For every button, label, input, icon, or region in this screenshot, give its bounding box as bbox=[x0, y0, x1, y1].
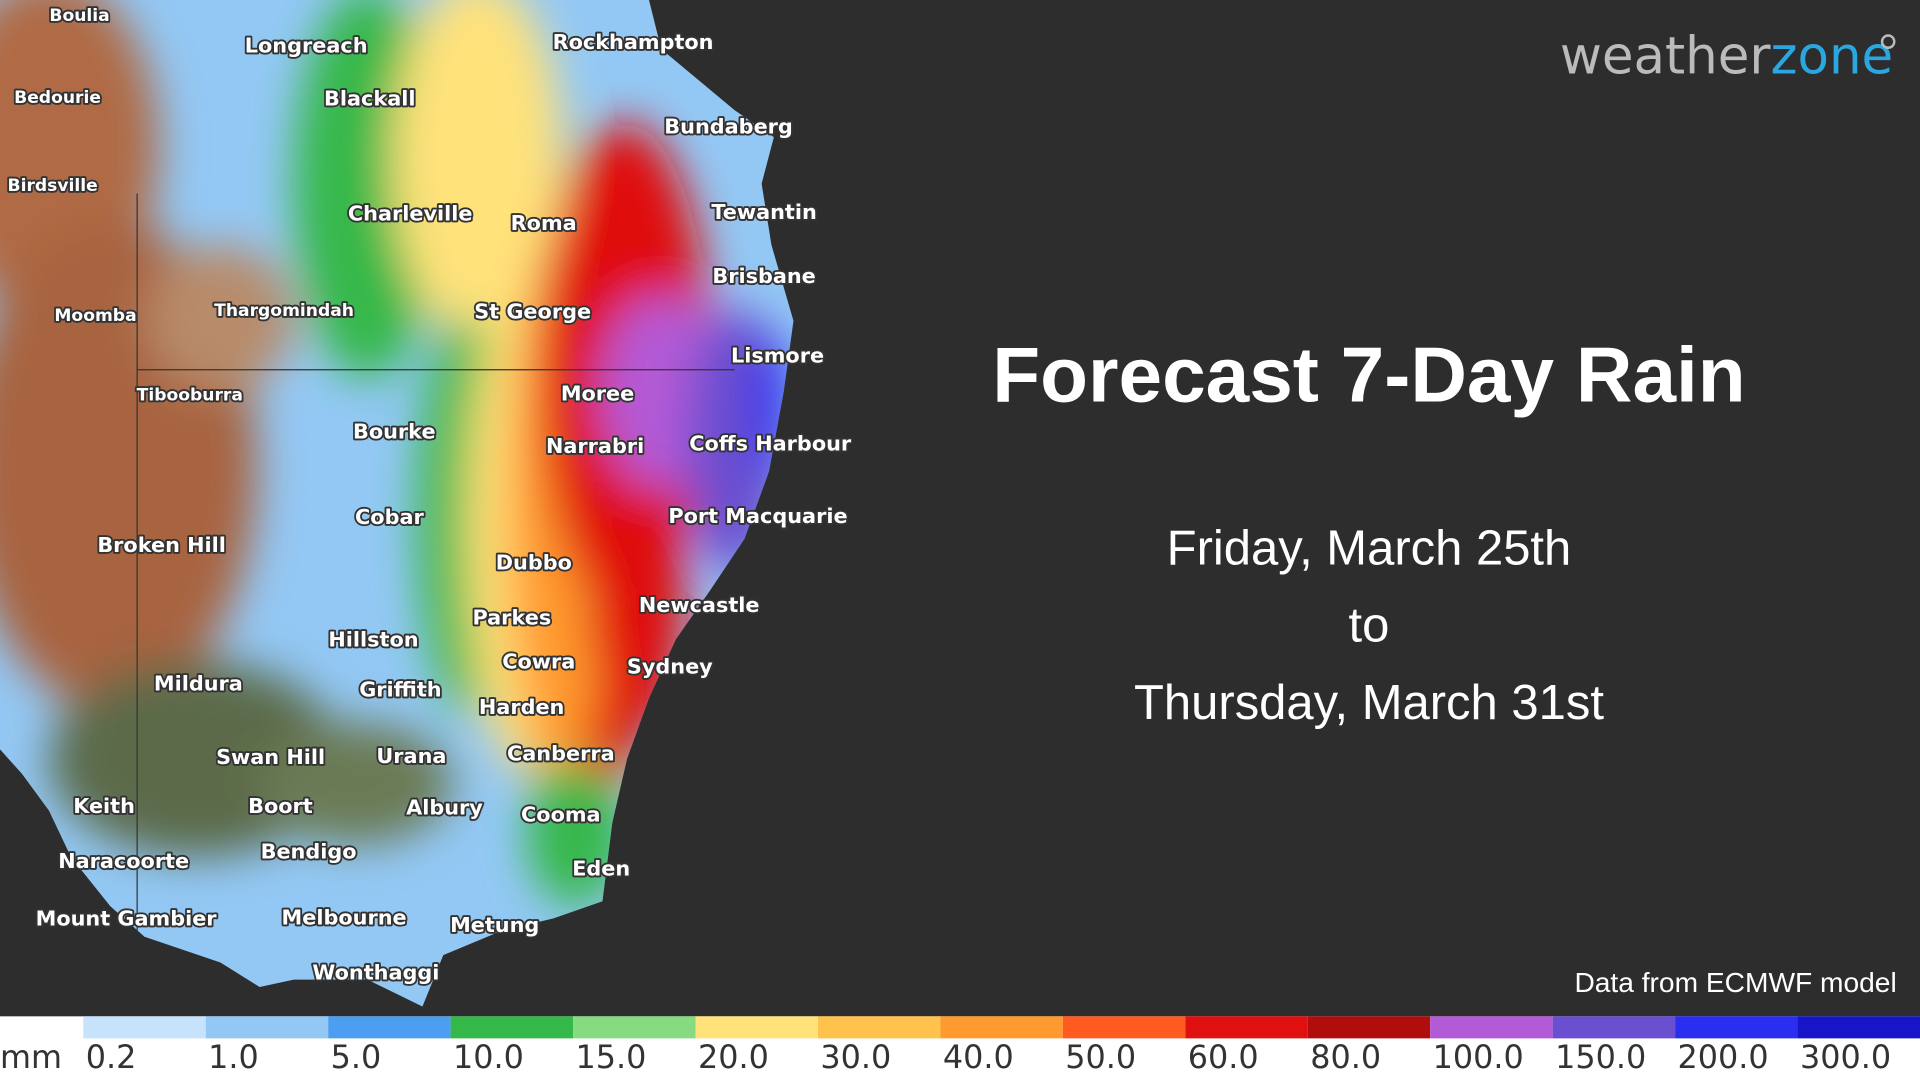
place-label: Harden bbox=[479, 695, 564, 719]
place-label: Birdsville bbox=[8, 176, 98, 196]
place-label: Roma bbox=[511, 211, 577, 235]
legend-label: 300.0 bbox=[1800, 1038, 1891, 1076]
place-label: Mildura bbox=[154, 672, 243, 696]
place-label: Wonthaggi bbox=[312, 961, 439, 985]
place-label: Mount Gambier bbox=[36, 907, 218, 931]
brand-logo: weatherzone bbox=[1560, 26, 1893, 86]
place-label: Longreach bbox=[245, 34, 368, 58]
legend-label: 0.2 bbox=[86, 1038, 137, 1076]
place-label: Coffs Harbour bbox=[689, 432, 852, 456]
place-label: Canberra bbox=[507, 741, 615, 765]
legend-swatch bbox=[940, 1016, 1063, 1039]
place-label: Lismore bbox=[731, 343, 824, 367]
place-label: St George bbox=[474, 299, 591, 323]
legend-unit: mm bbox=[0, 1038, 62, 1076]
place-label: Boulia bbox=[49, 6, 109, 26]
legend-label: 5.0 bbox=[331, 1038, 382, 1076]
legend-swatch bbox=[1552, 1016, 1676, 1039]
legend-label: 200.0 bbox=[1678, 1038, 1769, 1076]
brand-zone: zone bbox=[1771, 26, 1894, 86]
brand-mark bbox=[1880, 34, 1896, 49]
place-label: Urana bbox=[376, 744, 446, 768]
place-label: Boort bbox=[248, 794, 313, 818]
place-label: Cooma bbox=[521, 803, 601, 827]
place-label: Eden bbox=[572, 857, 630, 881]
legend-swatch bbox=[817, 1016, 941, 1039]
place-label: Bedourie bbox=[14, 88, 101, 108]
legend-label: 50.0 bbox=[1065, 1038, 1136, 1076]
place-label: Thargomindah bbox=[214, 301, 354, 321]
title: Forecast 7-Day Rain bbox=[992, 331, 1745, 419]
legend-swatch bbox=[450, 1016, 574, 1039]
legend-label: 100.0 bbox=[1433, 1038, 1524, 1076]
legend-label: 80.0 bbox=[1310, 1038, 1381, 1076]
place-label: Bourke bbox=[353, 419, 436, 443]
place-label: Sydney bbox=[627, 654, 713, 678]
place-label: Swan Hill bbox=[216, 745, 325, 769]
legend-swatch bbox=[328, 1016, 451, 1039]
place-label: Melbourne bbox=[282, 905, 407, 929]
place-label: Port Macquarie bbox=[668, 504, 847, 528]
legend-swatch bbox=[1797, 1016, 1920, 1039]
date-joiner: to bbox=[1349, 599, 1390, 653]
place-label: Cowra bbox=[502, 650, 575, 674]
legend-swatch bbox=[1675, 1016, 1798, 1039]
date-to: Thursday, March 31st bbox=[1134, 676, 1604, 730]
legend-swatch bbox=[1307, 1016, 1431, 1039]
place-label: Bundaberg bbox=[664, 114, 793, 138]
place-label: Narrabri bbox=[546, 434, 644, 458]
land bbox=[0, 0, 794, 1007]
place-label: Tibooburra bbox=[137, 385, 243, 405]
place-label: Tewantin bbox=[711, 200, 816, 224]
place-label: Rockhampton bbox=[553, 30, 714, 54]
place-label: Broken Hill bbox=[97, 533, 226, 557]
place-label: Naracoorte bbox=[58, 849, 189, 873]
legend-label: 15.0 bbox=[576, 1038, 647, 1076]
place-labels: Boulia Longreach Rockhampton Bedourie Blacka… bbox=[6, 4, 854, 986]
legend-label: 1.0 bbox=[208, 1038, 259, 1076]
legend-swatch bbox=[205, 1016, 329, 1039]
date-from: Friday, March 25th bbox=[1167, 521, 1572, 575]
place-label: Hillston bbox=[328, 628, 418, 652]
legend-label: 40.0 bbox=[943, 1038, 1014, 1076]
place-label: Cobar bbox=[355, 505, 424, 529]
legend-swatch bbox=[83, 1016, 206, 1039]
legend: 0.2 1.0 5.0 10.0 15.0 20.0 30.0 40.0 50.0 60.0 80.… bbox=[83, 1016, 1920, 1076]
legend-label: 30.0 bbox=[820, 1038, 891, 1076]
place-label: Brisbane bbox=[712, 264, 815, 288]
legend-swatch bbox=[1062, 1016, 1186, 1039]
place-label: Newcastle bbox=[639, 593, 760, 617]
place-label: Charleville bbox=[348, 201, 473, 225]
legend-label: 20.0 bbox=[698, 1038, 769, 1076]
legend-swatch bbox=[1185, 1016, 1308, 1039]
credit: Data from ECMWF model bbox=[1574, 967, 1896, 998]
legend-swatch bbox=[695, 1016, 818, 1039]
legend-label: 150.0 bbox=[1555, 1038, 1646, 1076]
place-label: Parkes bbox=[472, 605, 551, 629]
place-label: Metung bbox=[450, 913, 539, 937]
legend-swatch bbox=[1430, 1016, 1553, 1039]
legend-label: 60.0 bbox=[1188, 1038, 1259, 1076]
brand-weather: weather bbox=[1560, 26, 1772, 86]
place-label: Keith bbox=[73, 794, 135, 818]
place-label: Griffith bbox=[359, 678, 441, 702]
legend-label: 10.0 bbox=[453, 1038, 524, 1076]
place-label: Moomba bbox=[54, 306, 136, 326]
place-label: Bendigo bbox=[261, 839, 357, 863]
place-label: Dubbo bbox=[496, 550, 572, 574]
place-label: Albury bbox=[406, 795, 483, 819]
place-label: Moree bbox=[561, 381, 634, 405]
legend-swatch bbox=[573, 1016, 696, 1039]
place-label: Blackall bbox=[324, 86, 415, 110]
